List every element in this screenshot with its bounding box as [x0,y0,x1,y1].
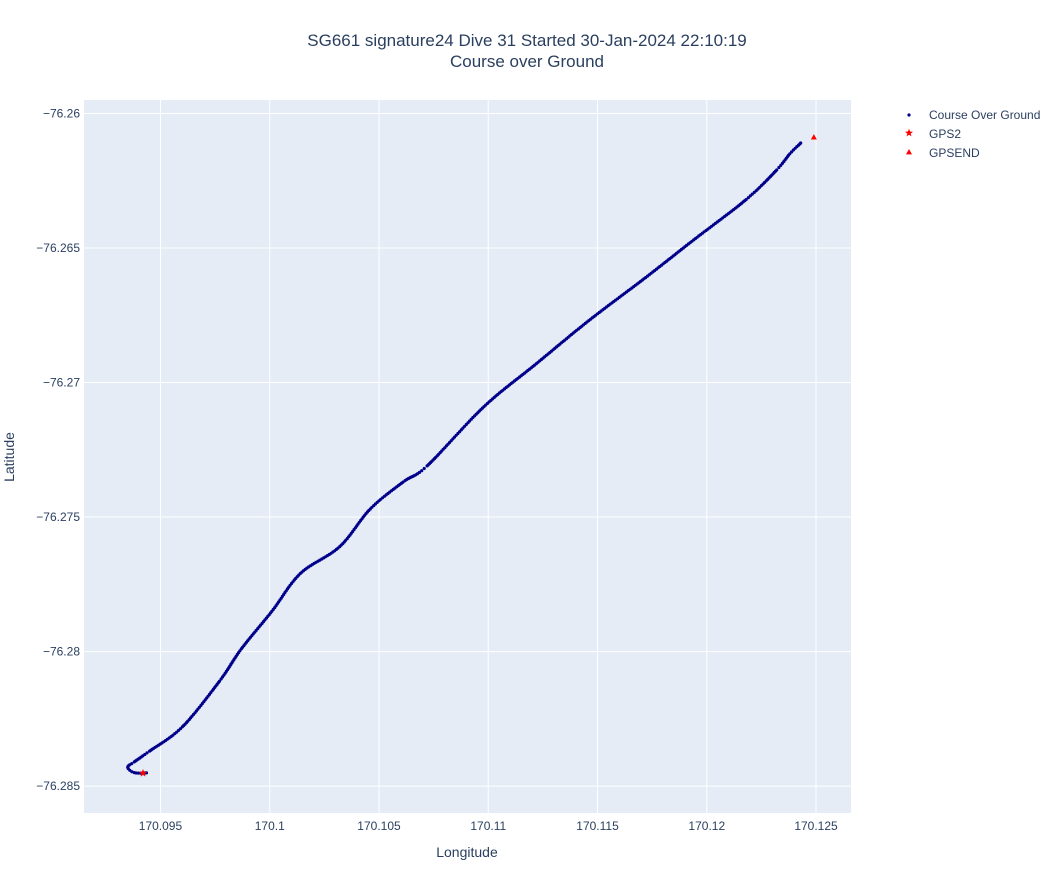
y-tick-label: −76.265 [36,241,80,255]
x-tick-label: 170.11 [470,819,506,833]
course-over-ground-point [417,470,422,474]
course-over-ground-point [422,466,426,471]
x-tick-label: 170.105 [357,819,401,833]
markers [139,134,817,777]
y-tick-label: −76.275 [36,510,80,524]
gps2-star-marker [139,769,147,777]
course-over-ground-point [744,198,748,202]
legend-triangle-icon [906,149,912,155]
grid [84,100,851,813]
course-over-ground-point [775,168,779,172]
y-tick-label: −76.285 [36,779,80,793]
x-tick-label: 170.115 [576,819,619,833]
course-over-ground-series [126,141,803,775]
tick-labels: 170.095 170.1 170.105 170.11 170.115 170.12 17… [36,106,838,833]
course-over-ground-point [132,771,136,775]
chart-title: SG661 signature24 Dive 31 Started 30-Jan… [307,31,746,50]
course-over-ground-point [777,165,781,170]
x-tick-label: 170.1 [255,819,285,833]
x-axis-label: Longitude [436,844,498,860]
x-tick-label: 170.125 [794,819,838,833]
course-over-ground-point [136,771,140,775]
course-over-ground-point [145,751,149,755]
legend-label-gpsend: GPSEND [929,146,980,160]
x-tick-label: 170.095 [139,819,183,833]
gpsend-triangle-marker [810,134,817,140]
y-tick-label: −76.27 [43,376,80,390]
legend-dot-icon [907,113,911,117]
course-over-ground-point [799,141,803,145]
y-axis-label: Latitude [1,432,17,482]
course-over-ground-point [217,679,222,683]
legend-label-course-over-ground: Course Over Ground [929,108,1040,122]
legend-item-course-over-ground[interactable]: Course Over Ground [907,108,1040,122]
legend-item-gpsend[interactable]: GPSEND [906,146,980,160]
legend-label-gps2: GPS2 [929,127,961,141]
course-over-ground-point [130,762,134,766]
chart-subtitle: Course over Ground [450,52,604,71]
y-tick-label: −76.28 [43,645,80,659]
y-tick-label: −76.26 [43,106,80,120]
legend-star-icon [905,128,913,137]
course-over-ground-point [143,752,147,757]
legend[interactable]: Course Over Ground GPS2 GPSEND [905,108,1040,160]
legend-item-gps2[interactable]: GPS2 [905,127,961,141]
course-over-ground-point [420,469,424,473]
x-tick-label: 170.12 [688,819,725,833]
